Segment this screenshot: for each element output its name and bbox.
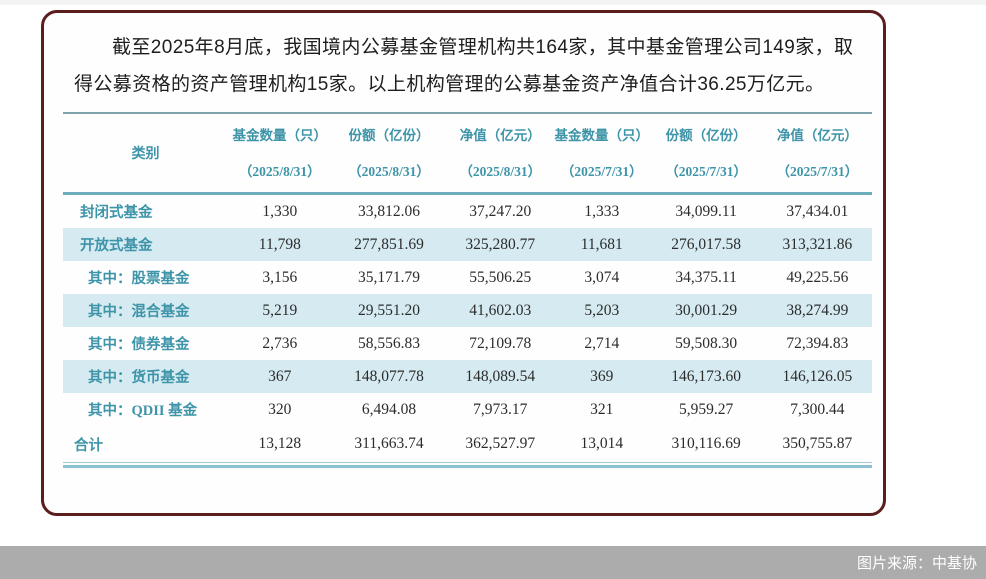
cell-value: 320 — [268, 400, 292, 418]
cell-value: 311,663.74 — [354, 435, 424, 453]
cell-value: 72,394.83 — [786, 334, 849, 352]
header-col-4-label: 基金数量（只） — [554, 128, 650, 144]
cell-value: 55,506.25 — [469, 268, 532, 286]
cell-value: 313,321.86 — [782, 235, 853, 253]
cell-value: 5,959.27 — [679, 400, 734, 418]
row-category: 开放式基金 — [80, 238, 153, 255]
cell-value: 1,330 — [262, 202, 298, 220]
cell-value: 1,333 — [584, 202, 620, 220]
cell-value: 13,128 — [258, 435, 302, 453]
header-col-2: 份额（亿份） （2025/8/31） — [332, 113, 447, 194]
header-col-1: 基金数量（只） （2025/8/31） — [228, 113, 332, 194]
table-row-total: 合计 13,128 311,663.74 362,527.97 13,014 3… — [63, 426, 872, 463]
cell-value: 41,602.03 — [469, 301, 532, 319]
fund-table-container: 类别 基金数量（只） （2025/8/31） 份额（亿份） （2025/8/31… — [63, 112, 872, 469]
row-category: 封闭式基金 — [80, 205, 153, 222]
header-col-2-date: （2025/8/31） — [348, 164, 430, 180]
cell-value: 350,755.87 — [782, 435, 853, 453]
row-category: 其中：QDII 基金 — [88, 403, 198, 420]
cell-value: 276,017.58 — [671, 235, 741, 253]
header-col-4-date: （2025/7/31） — [560, 164, 643, 180]
image-source-caption: 图片来源：中基协 — [856, 555, 977, 572]
header-col-1-date: （2025/8/31） — [238, 164, 321, 180]
table-row-open-funds: 开放式基金 11,798 277,851.69 325,280.77 11,68… — [63, 228, 872, 262]
cell-value: 7,973.17 — [473, 400, 528, 418]
cell-value: 146,173.60 — [671, 367, 741, 385]
cell-value: 13,014 — [580, 435, 624, 453]
cell-value: 2,736 — [262, 334, 298, 352]
table-header-row: 类别 基金数量（只） （2025/8/31） 份额（亿份） （2025/8/31… — [63, 113, 872, 194]
header-col-5: 份额（亿份） （2025/7/31） — [650, 113, 763, 194]
header-col-4: 基金数量（只） （2025/7/31） — [554, 113, 650, 194]
cell-value: 148,089.54 — [465, 367, 536, 385]
cell-value: 38,274.99 — [786, 301, 849, 319]
cell-value: 310,116.69 — [671, 435, 741, 453]
header-col-5-label: 份额（亿份） — [665, 128, 747, 144]
table-row-bond-funds: 其中：债券基金 2,736 58,556.83 72,109.78 2,714 … — [63, 327, 872, 360]
cell-value: 30,001.29 — [675, 301, 738, 319]
cell-value: 6,494.08 — [361, 400, 417, 418]
cell-value: 37,247.20 — [469, 202, 532, 220]
intro-paragraph: 截至2025年8月底，我国境内公募基金管理机构共164家，其中基金管理公司149… — [74, 37, 854, 96]
row-category: 其中：股票基金 — [88, 271, 190, 288]
cell-value: 34,375.11 — [675, 268, 737, 286]
header-col-3: 净值（亿元） （2025/8/31） — [446, 113, 554, 194]
header-col-6-date: （2025/7/31） — [776, 164, 859, 180]
cell-value: 35,171.79 — [358, 268, 421, 286]
row-category: 合计 — [74, 437, 103, 454]
table-row-money-market-funds: 其中：货币基金 367 148,077.78 148,089.54 369 14… — [63, 360, 872, 394]
cell-value: 5,219 — [262, 301, 298, 319]
cell-value: 72,109.78 — [469, 334, 532, 352]
header-col-6: 净值（亿元） （2025/7/31） — [763, 113, 872, 194]
cell-value: 37,434.01 — [786, 202, 849, 220]
cell-value: 59,508.30 — [675, 334, 738, 352]
row-category: 其中：货币基金 — [88, 370, 190, 387]
cell-value: 362,527.97 — [465, 435, 536, 453]
image-source-bar: 图片来源：中基协 — [0, 546, 986, 579]
cell-value: 277,851.69 — [354, 235, 424, 253]
fund-statistics-table: 类别 基金数量（只） （2025/8/31） 份额（亿份） （2025/8/31… — [63, 112, 872, 464]
cell-value: 33,812.06 — [358, 202, 421, 220]
table-bottom-rule — [63, 465, 872, 469]
cell-value: 7,300.44 — [790, 400, 845, 418]
cell-value: 321 — [590, 400, 614, 418]
cell-value: 11,798 — [258, 235, 301, 253]
header-col-3-label: 净值（亿元） — [459, 128, 541, 144]
header-col-6-label: 净值（亿元） — [776, 128, 858, 144]
cell-value: 367 — [268, 367, 292, 385]
cell-value: 34,099.11 — [675, 202, 737, 220]
header-col-1-label: 基金数量（只） — [232, 128, 328, 144]
cell-value: 3,074 — [584, 268, 620, 286]
cell-value: 5,203 — [584, 301, 620, 319]
table-row-qdii-funds: 其中：QDII 基金 320 6,494.08 7,973.17 321 5,9… — [63, 393, 872, 426]
cell-value: 3,156 — [262, 268, 298, 286]
header-col-3-date: （2025/8/31） — [459, 164, 542, 180]
header-col-2-label: 份额（亿份） — [348, 128, 430, 144]
cell-value: 11,681 — [580, 235, 623, 253]
table-row-mixed-funds: 其中：混合基金 5,219 29,551.20 41,602.03 5,203 … — [63, 294, 872, 328]
header-col-5-date: （2025/7/31） — [665, 164, 747, 180]
table-row-closed-funds: 封闭式基金 1,330 33,812.06 37,247.20 1,333 34… — [63, 194, 872, 229]
row-category: 其中：混合基金 — [88, 304, 190, 321]
cell-value: 29,551.20 — [358, 301, 421, 319]
cell-value: 49,225.56 — [786, 268, 849, 286]
article-card: 截至2025年8月底，我国境内公募基金管理机构共164家，其中基金管理公司149… — [41, 10, 886, 516]
table-row-stock-funds: 其中：股票基金 3,156 35,171.79 55,506.25 3,074 … — [63, 261, 872, 294]
cell-value: 369 — [590, 367, 614, 385]
header-category: 类别 — [131, 147, 160, 163]
cell-value: 58,556.83 — [358, 334, 421, 352]
cell-value: 2,714 — [584, 334, 620, 352]
cell-value: 148,077.78 — [354, 367, 424, 385]
row-category: 其中：债券基金 — [88, 337, 190, 354]
cell-value: 325,280.77 — [465, 235, 536, 253]
cell-value: 146,126.05 — [782, 367, 853, 385]
page-top-strip — [0, 0, 986, 5]
